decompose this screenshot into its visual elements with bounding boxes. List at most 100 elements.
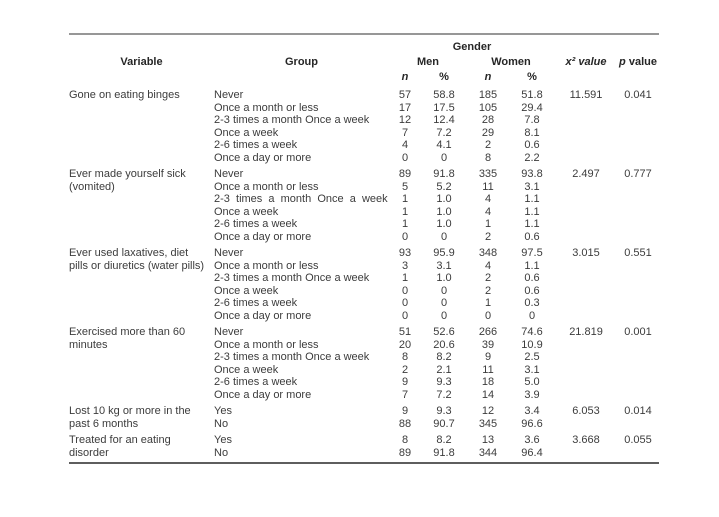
men-pct-cell: 0 — [440, 230, 448, 243]
men-n-cell: 7 — [401, 126, 409, 139]
p-value-cell: 0.551 — [624, 247, 652, 259]
men-pct-cell: 95.9 — [433, 247, 455, 259]
women-pct-cell: 0.6 — [524, 284, 540, 297]
men-n-cell: 0 — [401, 230, 409, 243]
men-n-cell: 20 — [398, 338, 412, 351]
women-n-cell: 2 — [484, 230, 492, 243]
group-cell: Once a day or more — [214, 151, 312, 164]
col-header-p-value: p value — [617, 53, 659, 68]
variable-cell: Lost 10 kg or more in the past 6 months — [69, 405, 191, 430]
men-pct-cell: 2.1 — [436, 363, 452, 376]
table-row: 2-3 times a month Once a week 1 1.0 4 1.1 — [69, 193, 659, 206]
women-n-cell: 266 — [478, 326, 498, 338]
men-n-cell: 89 — [398, 168, 412, 180]
group-cell: Once a day or more — [214, 309, 312, 322]
women-n-cell: 348 — [478, 247, 498, 259]
women-pct-cell: 97.5 — [521, 247, 543, 259]
women-n-cell: 105 — [478, 101, 498, 114]
variable-cell: Treated for an eating disorder — [69, 434, 171, 459]
women-pct-cell: 0.6 — [524, 272, 540, 284]
gender-span-row: Gender — [69, 34, 659, 53]
column-header-row: Variable Group Men Women x² value p valu… — [69, 53, 659, 68]
group-cell: Once a month or less — [214, 180, 319, 193]
men-n-cell: 93 — [398, 247, 412, 259]
header-spacer — [617, 34, 659, 53]
variable-cell: Ever used laxatives, diet pills or diure… — [69, 247, 205, 272]
men-pct-cell: 1.0 — [436, 193, 452, 205]
women-pct-cell: 7.8 — [524, 114, 540, 126]
table-row: Once a week 0 0 2 0.6 — [69, 285, 659, 298]
subheader-row: n % n % — [69, 68, 659, 85]
women-pct-cell: 0 — [528, 309, 536, 322]
group-cell: 2-6 times a week — [214, 218, 298, 230]
women-n-cell: 344 — [478, 446, 498, 459]
men-n-cell: 1 — [401, 272, 409, 284]
table-row: Ever made yourself sick (vomited) Never 89… — [69, 164, 659, 193]
table-row: Exercised more than 60 minutes Never 51 52.… — [69, 322, 659, 351]
women-n-cell: 11 — [482, 180, 494, 193]
women-n-cell: 2 — [484, 139, 492, 151]
table-row: Once a week 7 7.2 29 8.1 — [69, 127, 659, 140]
women-pct-cell: 0.6 — [524, 230, 540, 243]
chi-square-value-cell: 21.819 — [569, 326, 603, 338]
women-n-cell: 1 — [484, 297, 492, 309]
table-row: 2-6 times a week 9 9.3 18 5.0 — [69, 376, 659, 389]
men-pct-cell: 8.2 — [436, 434, 452, 446]
gender-header: Gender — [452, 40, 492, 53]
men-pct-cell: 90.7 — [433, 417, 455, 430]
group-cell: Once a month or less — [214, 259, 319, 272]
women-n-cell: 335 — [478, 168, 498, 180]
men-pct-cell: 1.0 — [436, 272, 452, 284]
women-n-cell: 2 — [484, 272, 492, 284]
women-pct-cell: 96.4 — [521, 446, 543, 459]
men-n-cell: 4 — [401, 139, 409, 151]
table-row: 2-6 times a week 4 4.1 2 0.6 — [69, 139, 659, 152]
table-row: Lost 10 kg or more in the past 6 months Y… — [69, 401, 659, 430]
group-cell: Never — [214, 89, 244, 101]
women-pct-cell: 2.2 — [524, 151, 540, 164]
men-n-cell: 1 — [401, 218, 409, 230]
men-pct-cell: 0 — [440, 297, 448, 309]
women-n-cell: 8 — [484, 151, 492, 164]
p-value-cell: 0.001 — [624, 326, 652, 338]
group-cell: Once a month or less — [214, 338, 319, 351]
eating-behavior-gender-table: Gender Variable Group Men Women x² value… — [69, 33, 660, 464]
men-pct-cell: 20.6 — [433, 338, 455, 351]
women-pct-cell: 0.6 — [524, 139, 540, 151]
table-row: Treated for an eating disorder Yes 8 8.2 13 3… — [69, 430, 659, 459]
women-n-cell: 4 — [484, 193, 492, 205]
p-value-cell: 0.777 — [624, 168, 652, 180]
men-pct-cell: 7.2 — [436, 388, 452, 401]
table-row: 2-3 times a month Once a week 8 8.2 9 2.5 — [69, 351, 659, 364]
women-pct-cell: 51.8 — [521, 89, 543, 101]
women-n-cell: 13 — [481, 434, 495, 446]
women-pct-cell: 3.6 — [524, 434, 540, 446]
table-row: Once a week 2 2.1 11 3.1 — [69, 364, 659, 377]
variable-cell: Exercised more than 60 minutes — [69, 326, 186, 351]
women-pct-cell: 5.0 — [524, 376, 540, 388]
women-pct-cell: 1.1 — [524, 218, 540, 230]
men-pct-cell: 3.1 — [436, 259, 452, 272]
women-pct-cell: 0.3 — [524, 297, 540, 309]
men-pct-cell: 9.3 — [436, 376, 452, 388]
header-spacer — [555, 34, 617, 53]
header-spacer — [617, 68, 659, 85]
men-pct-cell: 0 — [440, 309, 448, 322]
group-cell: Once a month or less — [214, 101, 319, 114]
variable-cell: Ever made yourself sick (vomited) — [69, 168, 186, 193]
men-n-cell: 88 — [398, 417, 412, 430]
men-n-cell: 89 — [398, 446, 412, 459]
group-cell: Yes — [214, 434, 232, 446]
women-n-cell: 0 — [484, 309, 492, 322]
men-pct-cell: 1.0 — [436, 205, 452, 218]
men-pct-cell: 4.1 — [436, 139, 452, 151]
group-cell: 2-6 times a week — [214, 139, 298, 151]
col-header-women: Women — [491, 55, 531, 68]
men-pct-cell: 9.3 — [436, 405, 452, 417]
table-row: Once a day or more 0 0 8 2.2 — [69, 152, 659, 165]
men-n-cell: 17 — [398, 101, 412, 114]
women-n-cell: 11 — [482, 363, 494, 376]
table-body: Gone on eating binges Never 57 58.8 185 51.8 1… — [69, 85, 659, 463]
women-n-cell: 4 — [484, 205, 492, 218]
